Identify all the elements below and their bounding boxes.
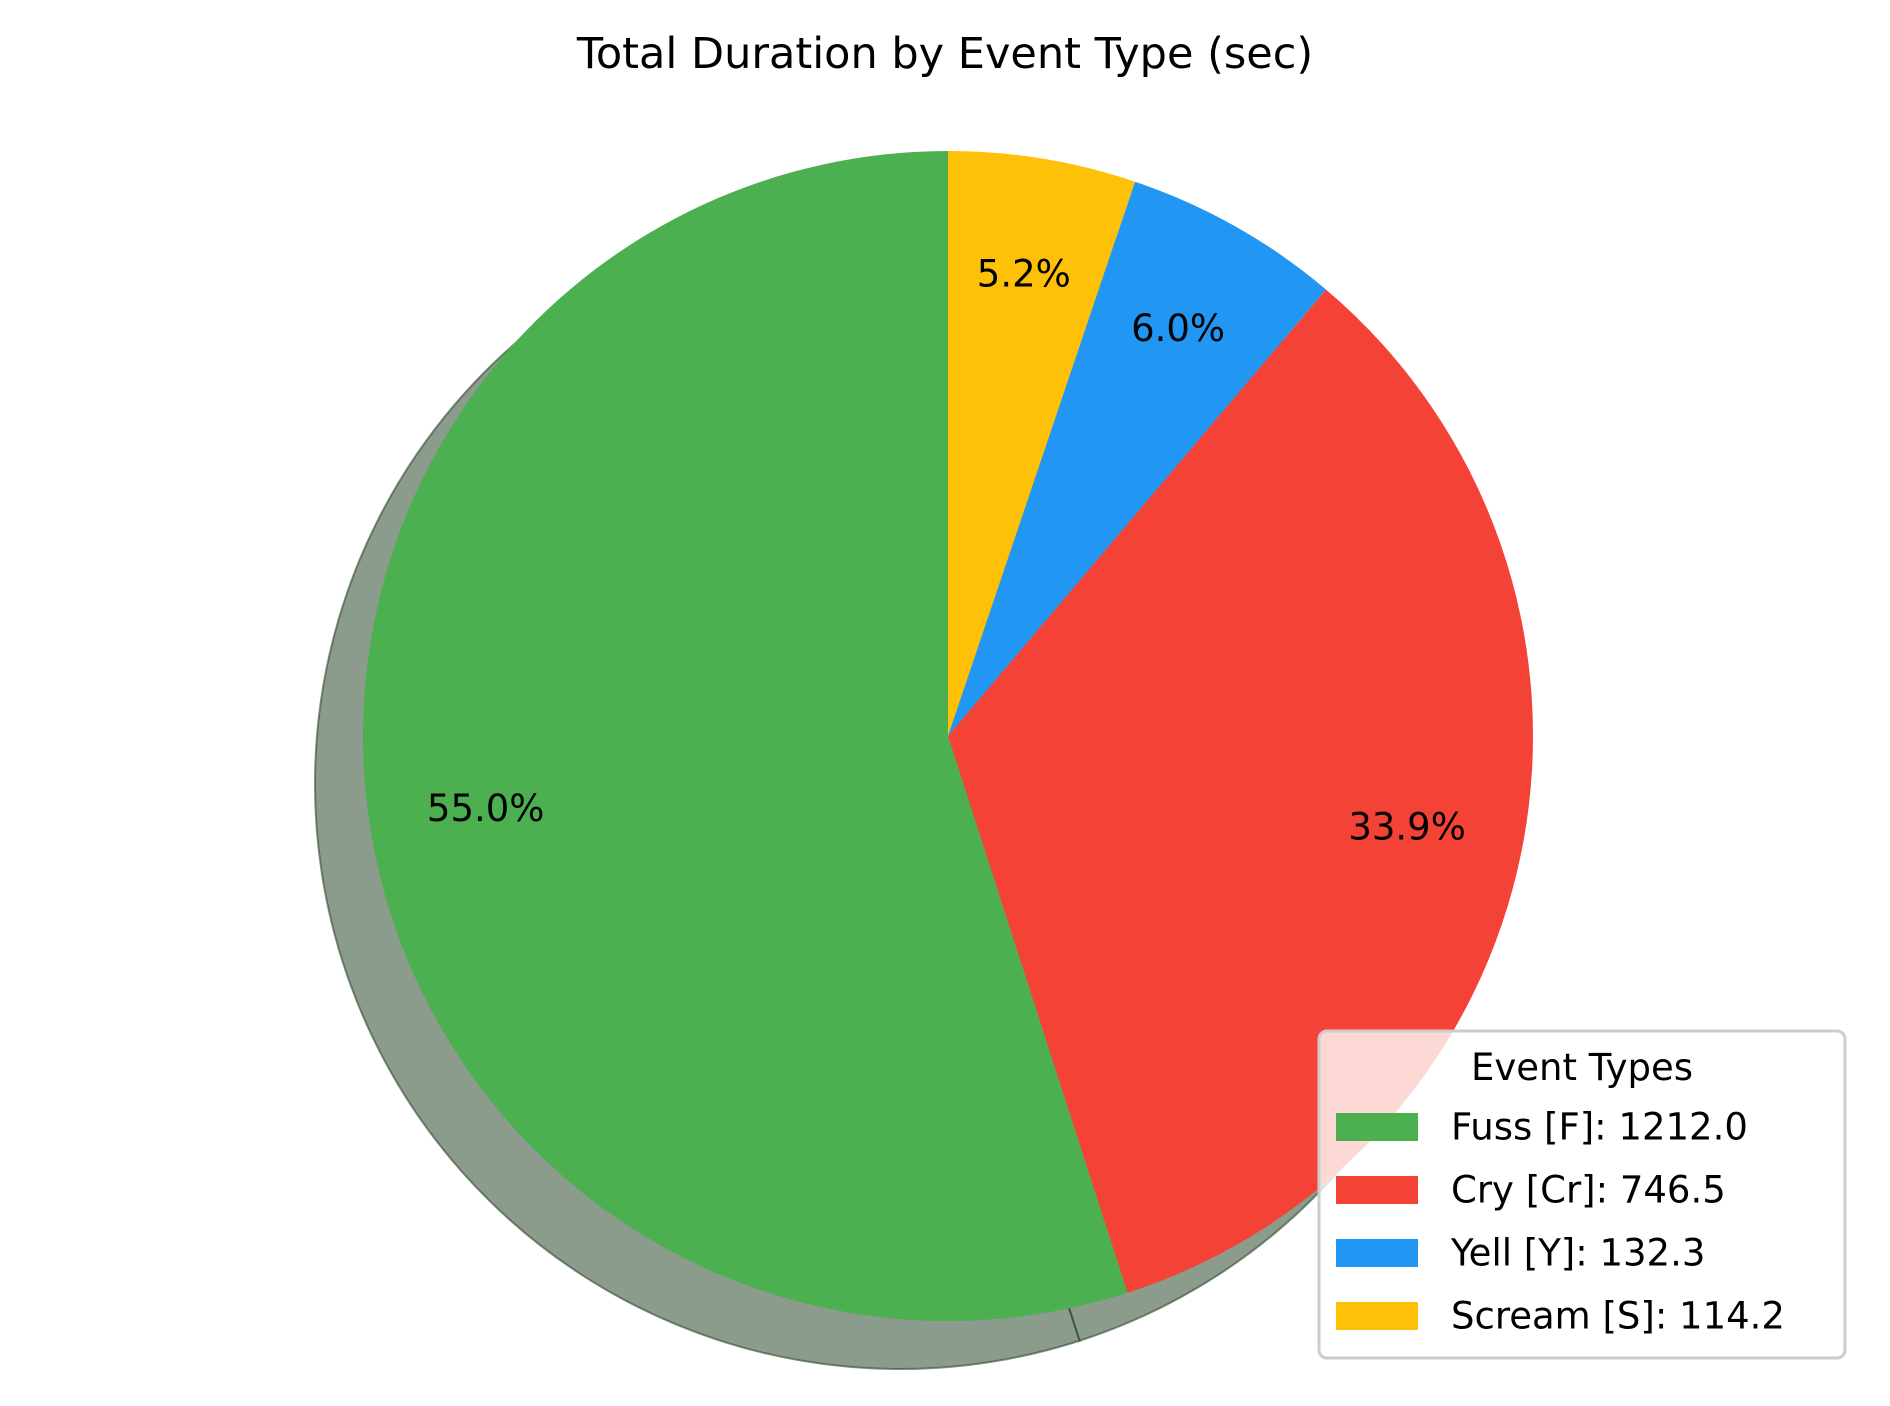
- pie-slice-fuss: [362, 151, 1128, 1321]
- legend: Event Types Fuss [F]: 1212.0 Cry [Cr]: 74…: [1317, 1029, 1847, 1360]
- legend-label-scream: Scream [S]: 114.2: [1451, 1295, 1785, 1338]
- percent-label-fuss: 55.0%: [427, 787, 545, 830]
- legend-frame: [1317, 1029, 1847, 1360]
- legend-swatch-yell: [1336, 1239, 1418, 1267]
- legend-label-yell: Yell [Y]: 132.3: [1450, 1232, 1705, 1275]
- legend-swatch-fuss: [1336, 1113, 1418, 1141]
- percent-label-yell: 6.0%: [1131, 307, 1225, 350]
- legend-swatch-scream: [1336, 1302, 1418, 1330]
- chart-title: Total Duration by Event Type (sec): [576, 29, 1313, 79]
- percent-label-scream: 5.2%: [977, 253, 1071, 296]
- pie-slice-yell: [948, 181, 1326, 736]
- percent-label-cry: 33.9%: [1348, 805, 1466, 848]
- legend-swatch-cry: [1336, 1176, 1418, 1204]
- pie-slices: [362, 151, 1533, 1321]
- legend-label-fuss: Fuss [F]: 1212.0: [1451, 1106, 1748, 1149]
- legend-title: Event Types: [1471, 1046, 1693, 1089]
- legend-label-cry: Cry [Cr]: 746.5: [1451, 1169, 1726, 1212]
- pie-slice-scream: [948, 151, 1136, 736]
- pie-percent-labels: 55.0% 33.9% 6.0% 5.2%: [427, 253, 1466, 849]
